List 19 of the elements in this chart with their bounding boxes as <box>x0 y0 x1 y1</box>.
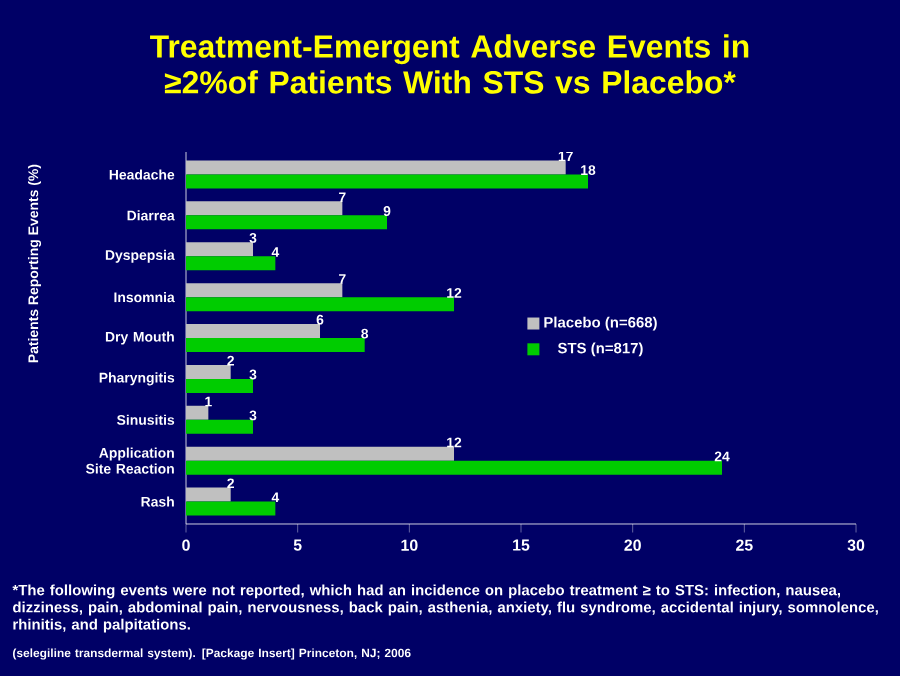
bar <box>186 283 343 298</box>
bar <box>186 215 388 230</box>
bar <box>186 501 276 516</box>
bar <box>186 256 276 271</box>
bar <box>186 201 343 216</box>
bar <box>186 324 321 338</box>
chart-title: Treatment-Emergent Adverse Events in ≥2%of Patients With STS vs Placebo* <box>150 34 749 94</box>
bar <box>186 242 254 257</box>
bar <box>186 446 455 461</box>
bar <box>186 378 254 393</box>
bar <box>186 460 723 475</box>
bar <box>186 364 231 379</box>
bar <box>186 338 365 352</box>
bar <box>186 297 455 312</box>
bar <box>186 160 566 175</box>
bar <box>186 487 231 502</box>
bar <box>186 405 209 420</box>
bar <box>186 174 589 189</box>
bar <box>186 419 254 434</box>
